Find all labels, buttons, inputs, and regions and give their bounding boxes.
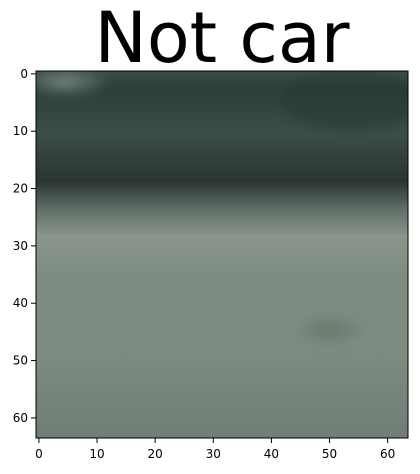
y-axis: 0 10 20 30 40 50 60 (13, 67, 36, 425)
x-axis: 0 10 20 30 40 50 60 (35, 438, 395, 461)
image-background (36, 71, 408, 438)
x-tick-label: 40 (264, 447, 279, 461)
x-tick-label: 10 (89, 447, 104, 461)
right-dark-region (280, 71, 408, 130)
axes-frame (35, 70, 409, 439)
x-tick-label: 0 (35, 447, 43, 461)
road-dark-patch (290, 312, 370, 348)
x-tick-label: 30 (206, 447, 221, 461)
top-left-highlight (36, 71, 110, 98)
y-tick-label: 50 (13, 354, 28, 368)
x-tick-label: 20 (148, 447, 163, 461)
y-tick-label: 40 (13, 296, 28, 310)
x-tick-label: 60 (380, 447, 395, 461)
figure-title: Not car (94, 0, 350, 79)
image-content (36, 71, 408, 438)
y-tick-label: 30 (13, 239, 28, 253)
y-tick-label: 0 (20, 67, 28, 81)
y-tick-label: 20 (13, 182, 28, 196)
y-tick-label: 60 (13, 411, 28, 425)
y-tick-label: 10 (13, 124, 28, 138)
x-tick-label: 50 (322, 447, 337, 461)
